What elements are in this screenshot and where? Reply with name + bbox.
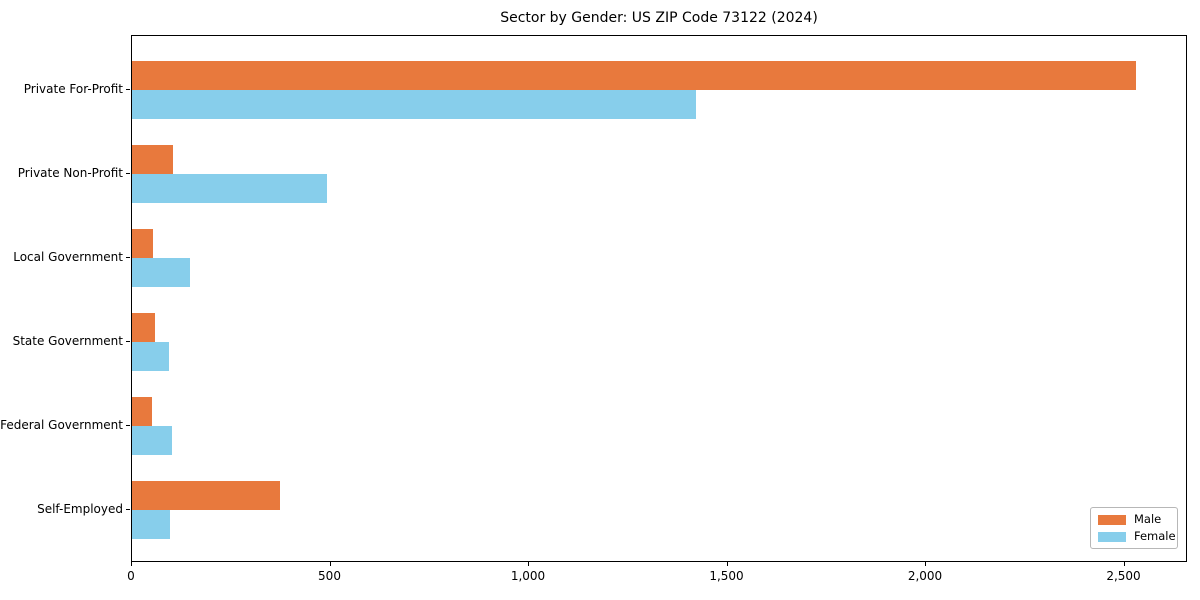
y-tickmark — [126, 89, 130, 90]
bar-male-4 — [132, 397, 152, 426]
x-tickmark — [329, 562, 331, 566]
x-tick-label: 0 — [127, 569, 135, 583]
x-tickmark — [131, 562, 132, 566]
y-tick-label: Local Government — [13, 250, 123, 264]
bar-male-5 — [132, 481, 281, 510]
y-tick-label: Private For-Profit — [23, 82, 123, 96]
legend-item-female: Female — [1098, 530, 1176, 543]
y-tick-label: State Government — [12, 334, 123, 348]
x-tickmark — [1123, 562, 1125, 566]
bar-female-5 — [132, 510, 171, 539]
x-tickmark — [925, 562, 926, 566]
legend-label-female: Female — [1134, 529, 1176, 543]
x-tickmark — [528, 562, 529, 566]
y-tick-label: Private Non-Profit — [17, 166, 123, 180]
legend-swatch-male-icon — [1098, 514, 1126, 525]
bar-female-2 — [132, 258, 190, 287]
x-tick-label: 1,000 — [510, 569, 546, 583]
legend: Male Female — [1090, 507, 1178, 549]
y-tickmark — [126, 341, 130, 342]
bar-female-1 — [132, 174, 327, 203]
bar-male-2 — [132, 229, 153, 258]
legend-swatch-female-icon — [1098, 531, 1126, 542]
x-tick-label: 1,500 — [709, 569, 744, 583]
y-tickmark — [126, 509, 130, 510]
chart-title: Sector by Gender: US ZIP Code 73122 (202… — [500, 10, 818, 26]
x-tick-label: 500 — [318, 569, 341, 583]
x-tickmark — [726, 562, 728, 566]
bar-female-0 — [132, 90, 697, 119]
y-tick-label: Self-Employed — [37, 502, 123, 516]
bar-female-4 — [132, 426, 172, 455]
y-tick-label: Federal Government — [0, 418, 123, 432]
bar-male-3 — [132, 313, 155, 342]
y-tickmark — [126, 173, 130, 174]
bar-male-0 — [132, 61, 1137, 90]
bar-female-3 — [132, 342, 169, 371]
y-tickmark — [126, 425, 130, 426]
plot-area — [131, 35, 1187, 562]
legend-label-male: Male — [1134, 512, 1162, 526]
bar-male-1 — [132, 145, 173, 174]
x-tick-label: 2,000 — [907, 569, 943, 583]
legend-item-male: Male — [1098, 513, 1170, 526]
x-tick-label: 2,500 — [1106, 569, 1141, 583]
y-tickmark — [126, 257, 130, 258]
